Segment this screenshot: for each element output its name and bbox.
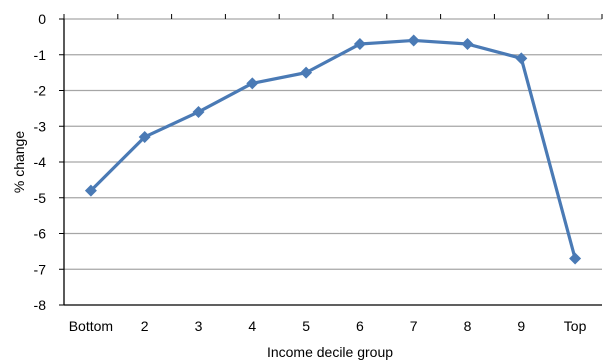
- x-axis-tick-labels: Bottom 2 3 4 5 6 7 8 9 Top: [69, 318, 587, 334]
- y-axis-tick-labels: 0 -1 -2 -3 -4 -5 -6 -7 -8: [34, 11, 47, 313]
- y-axis-title: % change: [11, 131, 27, 193]
- x-tick-label: 7: [410, 318, 418, 334]
- data-point-marker: [353, 38, 366, 51]
- x-tick-label: Bottom: [69, 318, 113, 334]
- data-series: [84, 34, 582, 265]
- data-point-marker: [138, 130, 151, 143]
- series-line: [89, 38, 577, 259]
- data-point-marker: [246, 77, 259, 90]
- data-point-marker: [569, 252, 582, 265]
- data-point-marker: [515, 52, 528, 65]
- y-tick-label: -4: [34, 154, 47, 170]
- x-tick-label: 8: [464, 318, 472, 334]
- x-tick-label: 5: [302, 318, 310, 334]
- y-tick-label: -7: [34, 261, 47, 277]
- y-tick-label: -1: [34, 47, 47, 63]
- y-tick-label: -2: [34, 83, 47, 99]
- y-tick-label: -3: [34, 118, 47, 134]
- data-point-marker: [461, 38, 474, 51]
- x-tick-label: 6: [356, 318, 364, 334]
- axes: [59, 14, 603, 306]
- y-tick-label: -8: [34, 297, 47, 313]
- x-tick-label: 9: [517, 318, 525, 334]
- gridlines: [64, 18, 602, 270]
- data-point-marker: [84, 184, 97, 197]
- y-tick-label: -6: [34, 226, 47, 242]
- data-point-marker: [407, 34, 420, 47]
- x-tick-label: 4: [248, 318, 256, 334]
- x-tick-label: 2: [141, 318, 149, 334]
- y-tick-label: -5: [34, 190, 47, 206]
- data-point-marker: [192, 105, 205, 118]
- x-tick-label: 3: [195, 318, 203, 334]
- y-tick-label: 0: [38, 11, 46, 27]
- x-axis-title: Income decile group: [267, 344, 393, 360]
- x-tick-label: Top: [564, 318, 587, 334]
- data-point-marker: [300, 66, 313, 79]
